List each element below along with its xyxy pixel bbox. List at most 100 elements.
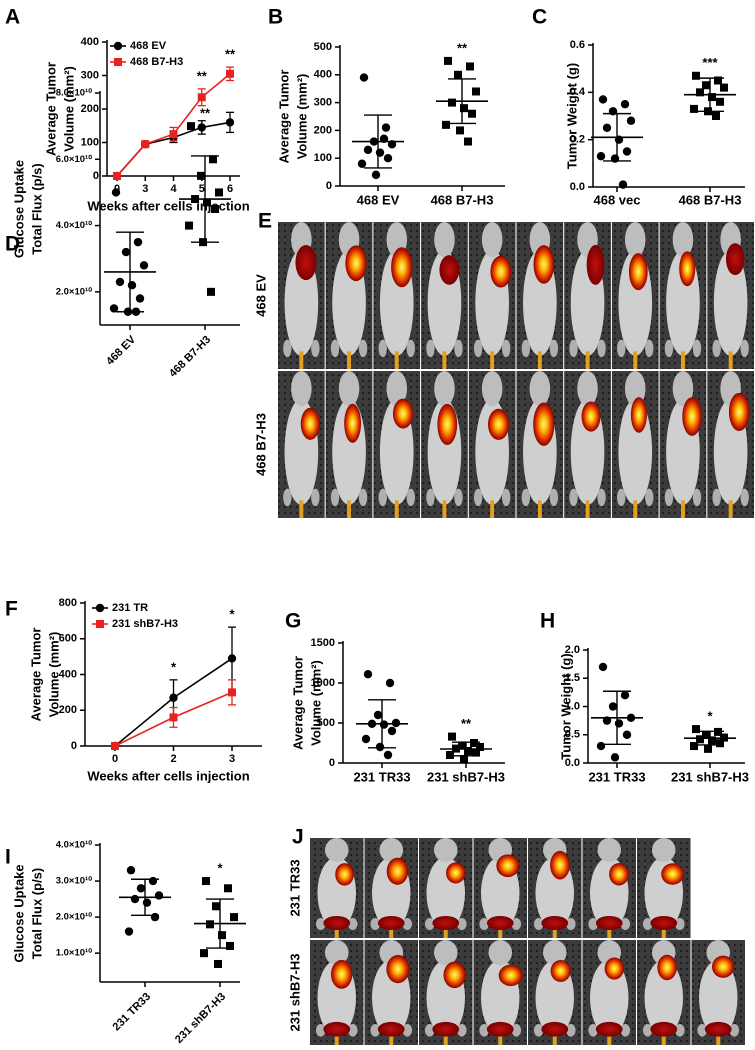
- mouse-tail: [299, 351, 304, 369]
- panel-letter: D: [5, 233, 20, 256]
- panel-letter: I: [5, 846, 11, 869]
- mouse-head: [324, 838, 349, 862]
- data-point: [226, 69, 234, 78]
- mouse-leg: [617, 339, 626, 358]
- mouse-leg: [597, 488, 606, 507]
- data-point: [716, 97, 724, 106]
- mouse-leg: [454, 488, 463, 507]
- x-tick-label: 468 B7-H3: [431, 192, 494, 207]
- mouse-leg: [642, 918, 653, 930]
- mouse-leg: [620, 1024, 631, 1037]
- data-point: [454, 70, 462, 79]
- mouse-leg: [311, 339, 320, 358]
- data-point: [373, 710, 383, 720]
- mouse-head: [542, 940, 567, 966]
- y-tick-label: 1.0×10¹⁰: [56, 948, 92, 959]
- mouse-tail: [334, 1032, 339, 1045]
- mouse-tail: [347, 500, 352, 518]
- tumor-signal: [439, 255, 460, 285]
- data-point: [460, 755, 468, 763]
- tumor-signal: [432, 916, 460, 930]
- significance: *: [229, 607, 235, 622]
- significance: **: [457, 40, 468, 55]
- tumor-signal: [712, 955, 735, 978]
- significance: **: [461, 716, 472, 731]
- tumor-signal: [581, 401, 601, 432]
- tumor-signal: [550, 850, 570, 880]
- tumor-signal: [323, 916, 351, 930]
- tumor-signal: [392, 398, 414, 429]
- data-point: [113, 41, 123, 51]
- mouse-leg: [521, 339, 531, 358]
- mouse-leg: [740, 339, 749, 358]
- row-label: 468 B7-H3: [253, 413, 268, 476]
- mouse-leg: [315, 918, 326, 930]
- data-point: [224, 884, 232, 893]
- legend-label: 231 TR: [112, 602, 148, 614]
- mouse-leg: [330, 488, 340, 507]
- data-point: [197, 171, 205, 180]
- mouse-head: [672, 371, 694, 407]
- mouse-tail: [443, 1032, 448, 1045]
- mouse-body: [698, 959, 738, 1036]
- data-point: [115, 277, 125, 287]
- tumor-signal: [386, 955, 410, 984]
- mouse-tail: [537, 351, 542, 369]
- y-tick-label: 100: [314, 152, 332, 164]
- y-tick-label: 800: [59, 597, 77, 609]
- data-point: [622, 730, 632, 739]
- y-tick-label: 8.0×10¹⁰: [56, 88, 92, 99]
- tumor-signal: [386, 857, 409, 885]
- y-tick-label: 200: [314, 124, 332, 136]
- tumor-signal: [323, 1021, 351, 1037]
- data-point: [385, 678, 395, 688]
- y-tick-label: 2.0×10¹⁰: [56, 912, 92, 923]
- y-tick-label: 500: [314, 41, 332, 53]
- mouse-leg: [511, 1024, 522, 1037]
- panel-letter: B: [268, 6, 283, 29]
- significance: *: [707, 709, 713, 724]
- data-point: [363, 670, 373, 679]
- data-point: [357, 159, 367, 168]
- y-tick-label: 4.0×10¹⁰: [56, 840, 92, 851]
- data-point: [470, 739, 478, 747]
- mouse-head: [481, 371, 503, 407]
- mouse-body: [644, 959, 684, 1036]
- mouse-tail: [716, 1032, 721, 1045]
- mouse-leg: [347, 1024, 358, 1037]
- data-point: [620, 99, 630, 109]
- x-tick-label: 468 B7-H3: [679, 192, 742, 207]
- mouse-head: [597, 838, 622, 862]
- data-point: [187, 122, 195, 131]
- mouse-leg: [406, 488, 415, 507]
- y-tick-label: 0.0: [570, 181, 585, 193]
- mouse-tail: [498, 926, 503, 938]
- tumor-signal: [300, 407, 320, 440]
- x-tick-label: 468 EV: [357, 192, 400, 207]
- mouse-head: [434, 371, 455, 407]
- tumor-signal: [550, 960, 571, 982]
- data-point: [197, 123, 206, 132]
- mouse-head: [338, 371, 360, 407]
- tumor-signal: [490, 255, 512, 288]
- data-point: [472, 748, 480, 757]
- mouse-leg: [712, 488, 721, 507]
- mouse-head: [386, 371, 408, 407]
- panel-letter: H: [540, 610, 555, 633]
- data-point: [602, 123, 612, 133]
- tumor-signal: [377, 1021, 405, 1037]
- mouse-tail: [490, 500, 495, 518]
- data-point: [218, 931, 226, 940]
- y-tick-label: 3.0×10¹⁰: [56, 876, 92, 887]
- mouse-leg: [674, 1024, 685, 1037]
- tumor-signal: [728, 392, 750, 432]
- data-point: [202, 877, 210, 886]
- panel-letter: F: [5, 598, 18, 621]
- y-tick-label: 400: [314, 69, 332, 81]
- mouse-leg: [674, 918, 685, 930]
- mouse-leg: [565, 918, 576, 930]
- y-tick-label: 2.0: [565, 644, 580, 656]
- tumor-signal: [725, 243, 745, 276]
- y-axis-label: Glucose Uptake: [11, 864, 26, 962]
